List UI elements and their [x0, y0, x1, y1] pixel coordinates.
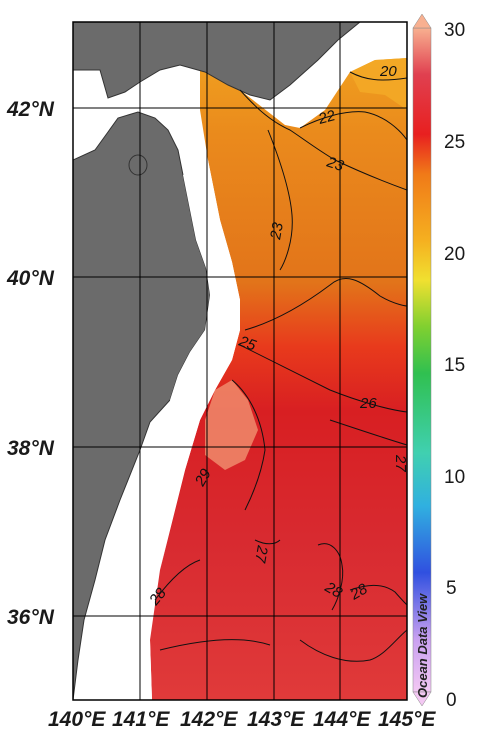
grid-lines [73, 22, 407, 700]
contour-label-27: 27 [251, 543, 271, 564]
contour-lines [154, 71, 407, 662]
ocean-cool-patch [350, 58, 407, 110]
colorbar-tick-20: 20 [444, 244, 465, 265]
colorbar-top-arrow [412, 13, 432, 29]
contour-label-20: 20 [379, 63, 397, 80]
ocean-field [150, 58, 407, 700]
lon-tick-141: 141°E [112, 708, 170, 731]
lon-tick-144: 144°E [313, 708, 371, 731]
lon-tick-labels: 140°E 141°E 142°E 143°E 144°E 145°E [48, 708, 436, 731]
lat-tick-42: 42°N [6, 98, 55, 121]
lon-tick-142: 142°E [180, 708, 238, 731]
contour-label-23a: 23 [324, 153, 347, 175]
colorbar-tick-0: 0 [446, 690, 457, 711]
contour-label-28a: 28 [321, 578, 345, 602]
contour-label-27b: 27 [392, 454, 409, 472]
lon-tick-140: 140°E [48, 708, 106, 731]
contour-label-25: 25 [236, 332, 259, 354]
lat-tick-40: 40°N [6, 267, 55, 290]
contour-label-group: 20 22 23 23 25 26 29 27 28 28 28 27 [145, 63, 409, 609]
colorbar-tick-15: 15 [444, 355, 465, 376]
odv-watermark: Ocean Data View [415, 593, 430, 698]
contour-label-23b: 23 [267, 221, 287, 242]
colorbar-bottom-arrow [412, 691, 432, 707]
lat-tick-38: 38°N [7, 437, 55, 460]
colorbar-tick-30: 30 [444, 20, 465, 41]
colorbar-tick-25: 25 [444, 132, 465, 153]
colorbar-bar [412, 27, 432, 693]
land-island [128, 154, 148, 176]
colorbar: 0 5 10 15 20 25 30 [412, 13, 465, 711]
lon-tick-143: 143°E [247, 708, 305, 731]
land-hokkaido [73, 22, 361, 101]
lon-tick-145: 145°E [378, 708, 436, 731]
colorbar-tick-10: 10 [444, 467, 465, 488]
lat-tick-labels: 36°N 38°N 40°N 42°N [6, 98, 55, 629]
contour-label-26: 26 [359, 395, 377, 412]
contour-label-29: 29 [191, 465, 215, 489]
contour-label-22: 22 [316, 107, 338, 128]
colorbar-tick-5: 5 [446, 578, 457, 599]
map-border [72, 21, 408, 701]
contour-label-28b: 28 [347, 580, 371, 604]
coastal-gap [140, 160, 240, 700]
lat-tick-36: 36°N [7, 606, 55, 629]
